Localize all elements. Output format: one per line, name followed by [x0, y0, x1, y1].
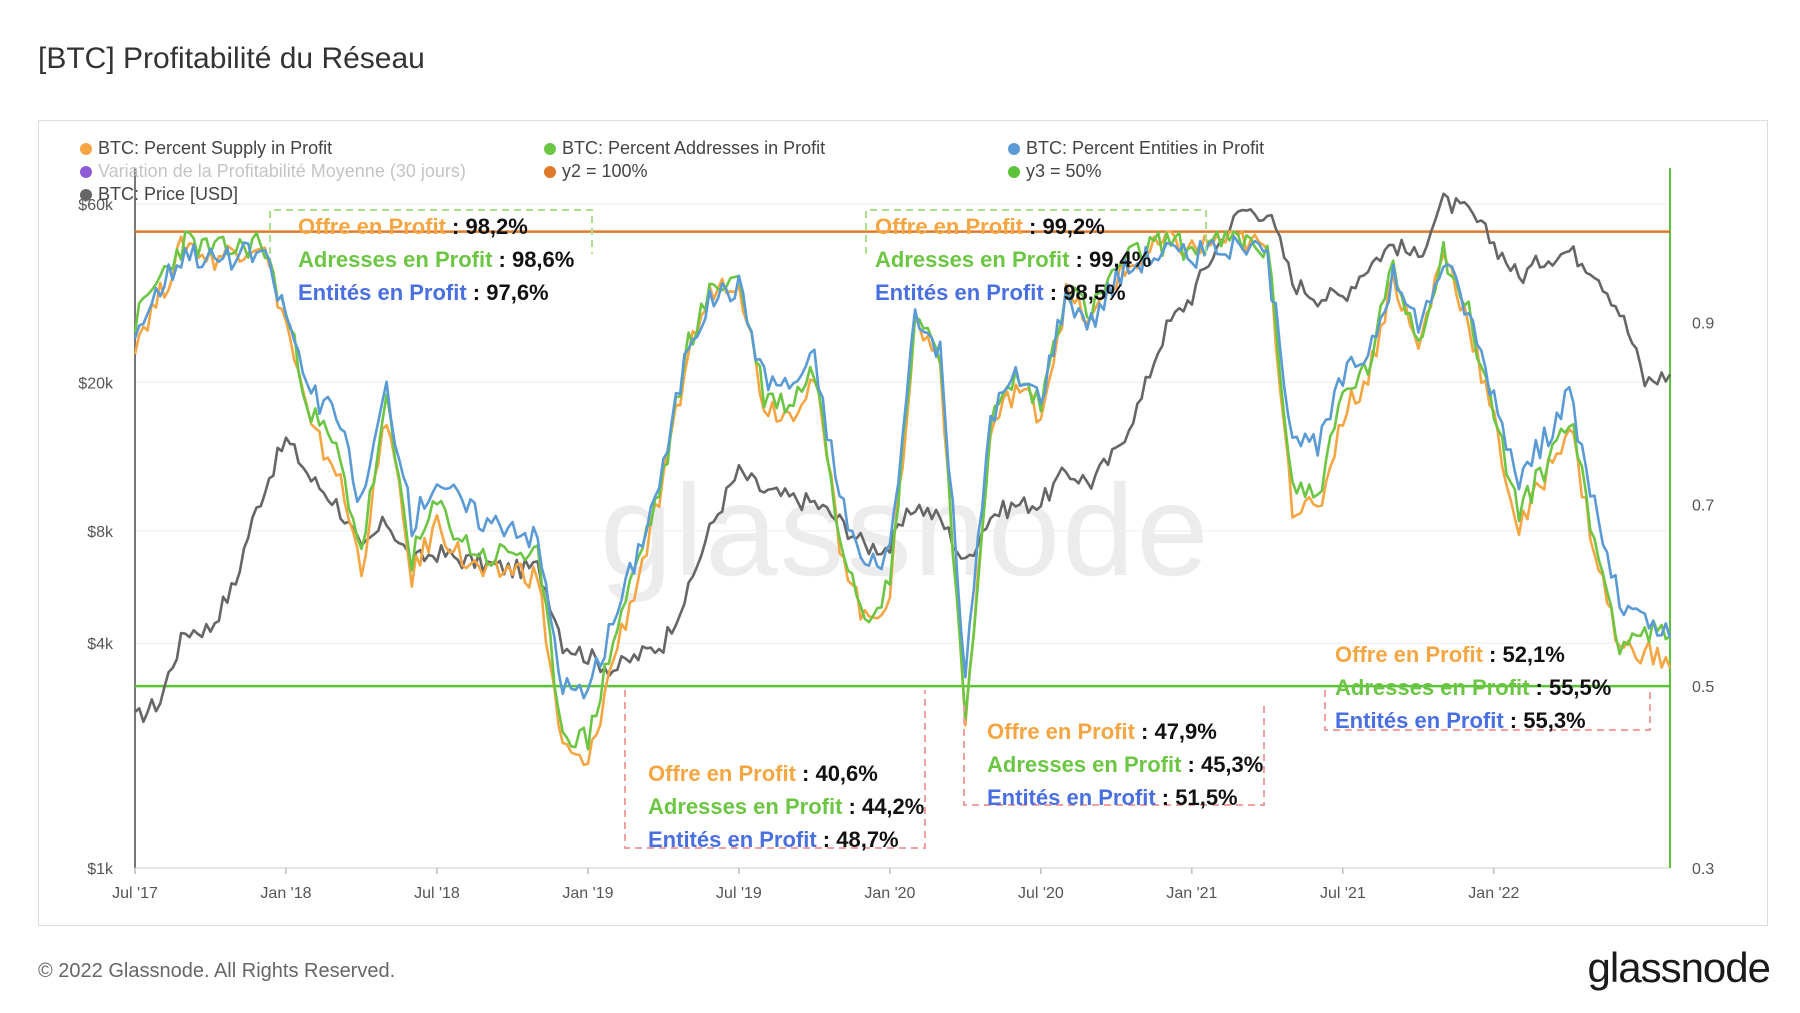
legend-item-supply-in-profit[interactable]: BTC: Percent Supply in Profit [80, 138, 332, 159]
page-title: [BTC] Profitabilité du Réseau [38, 42, 425, 75]
y-left-tick-label: $1k [87, 861, 114, 878]
y-right-tick-label: 0.9 [1692, 316, 1714, 333]
legend-label: y3 = 50% [1026, 161, 1102, 181]
annotation-box-top-2017 [269, 209, 593, 254]
legend-dot-icon [1008, 142, 1020, 155]
legend-item-y3[interactable]: y3 = 50% [1008, 161, 1102, 182]
annotation-top-2021: Offre en Profit : 99,2% Adresses en Prof… [875, 210, 1151, 309]
annotation-line: Adresses en Profit : 44,2% [648, 794, 925, 819]
annotation-box-bottom-2020 [963, 705, 1265, 806]
annotation-line: Adresses en Profit : 99,4% [875, 247, 1152, 272]
legend-dot-icon [80, 165, 92, 178]
annotation-line: Offre en Profit : 47,9% [987, 719, 1217, 744]
y-left-tick-label: $60k [78, 197, 114, 214]
legend-dot-icon [1008, 165, 1020, 178]
legend-label: BTC: Percent Supply in Profit [98, 138, 333, 158]
annotation-line: Entités en Profit : 51,5% [987, 785, 1238, 810]
x-tick-label: Jul '18 [414, 885, 460, 902]
chart-panel [38, 120, 1768, 926]
x-tick-label: Jul '21 [1320, 885, 1366, 902]
x-tick-label: Jan '18 [260, 885, 311, 902]
watermark: glassnode [600, 457, 1211, 603]
legend-item-addresses-in-profit[interactable]: BTC: Percent Addresses in Profit [544, 138, 825, 159]
x-tick-label: Jul '19 [716, 885, 762, 902]
legend-dot-icon [544, 165, 556, 178]
y-left-tick-label: $8k [87, 524, 114, 541]
legend-label: Variation de la Profitabilité Moyenne (3… [98, 161, 466, 181]
annotation-line: Adresses en Profit : 98,6% [298, 247, 575, 272]
annotation-line: Entités en Profit : 55,3% [1335, 708, 1586, 733]
annotation-line: Entités en Profit : 48,7% [648, 827, 899, 852]
annotation-bottom-2019: Offre en Profit : 40,6% Adresses en Prof… [648, 757, 924, 856]
series-line-btc-price-usd- [134, 192, 1672, 723]
legend-label: y2 = 100% [562, 161, 648, 181]
x-tick-label: Jan '20 [864, 885, 915, 902]
x-tick-label: Jul '17 [112, 885, 158, 902]
legend-dot-icon [544, 142, 556, 155]
copyright: © 2022 Glassnode. All Rights Reserved. [38, 960, 396, 982]
annotation-line: Adresses en Profit : 55,5% [1335, 675, 1612, 700]
glassnode-logo: glassnode [1587, 944, 1771, 991]
annotation-line: Offre en Profit : 40,6% [648, 761, 878, 786]
legend-dot-icon [80, 188, 92, 201]
legend-item-price[interactable]: BTC: Price [USD] [80, 184, 238, 205]
annotation-line: Offre en Profit : 98,2% [298, 214, 528, 239]
legend: BTC: Percent Supply in Profit BTC: Perce… [38, 136, 1538, 206]
annotation-line: Adresses en Profit : 45,3% [987, 752, 1264, 777]
y-left-tick-label: $20k [78, 375, 114, 392]
x-tick-label: Jan '21 [1166, 885, 1217, 902]
annotation-line: Offre en Profit : 52,1% [1335, 642, 1565, 667]
annotation-box-current-2022 [1324, 690, 1651, 731]
annotation-top-2017: Offre en Profit : 98,2% Adresses en Prof… [298, 210, 574, 309]
annotation-bottom-2020: Offre en Profit : 47,9% Adresses en Prof… [987, 715, 1263, 814]
annotation-line: Offre en Profit : 99,2% [875, 214, 1105, 239]
legend-item-avg-profitability-change[interactable]: Variation de la Profitabilité Moyenne (3… [80, 161, 466, 182]
x-tick-label: Jan '22 [1468, 885, 1519, 902]
annotation-line: Entités en Profit : 98,5% [875, 280, 1126, 305]
y-right-tick-label: 0.5 [1692, 679, 1714, 696]
legend-dot-icon [80, 142, 92, 155]
y-left-tick-label: $4k [87, 636, 114, 653]
annotation-box-bottom-2019 [624, 690, 926, 849]
annotation-line: Entités en Profit : 97,6% [298, 280, 549, 305]
x-tick-label: Jul '20 [1018, 885, 1064, 902]
legend-label: BTC: Percent Entities in Profit [1026, 138, 1265, 158]
series-line-btc-percent-entities-in-profit [133, 234, 1672, 700]
y-right-tick-label: 0.3 [1692, 861, 1714, 878]
x-tick-label: Jan '19 [562, 885, 613, 902]
legend-item-y2[interactable]: y2 = 100% [544, 161, 648, 182]
annotation-current-2022: Offre en Profit : 52,1% Adresses en Prof… [1335, 638, 1611, 737]
legend-label: BTC: Percent Addresses in Profit [562, 138, 826, 158]
legend-item-entities-in-profit[interactable]: BTC: Percent Entities in Profit [1008, 138, 1264, 159]
y-right-tick-label: 0.7 [1692, 497, 1714, 514]
legend-label: BTC: Price [USD] [98, 184, 239, 204]
